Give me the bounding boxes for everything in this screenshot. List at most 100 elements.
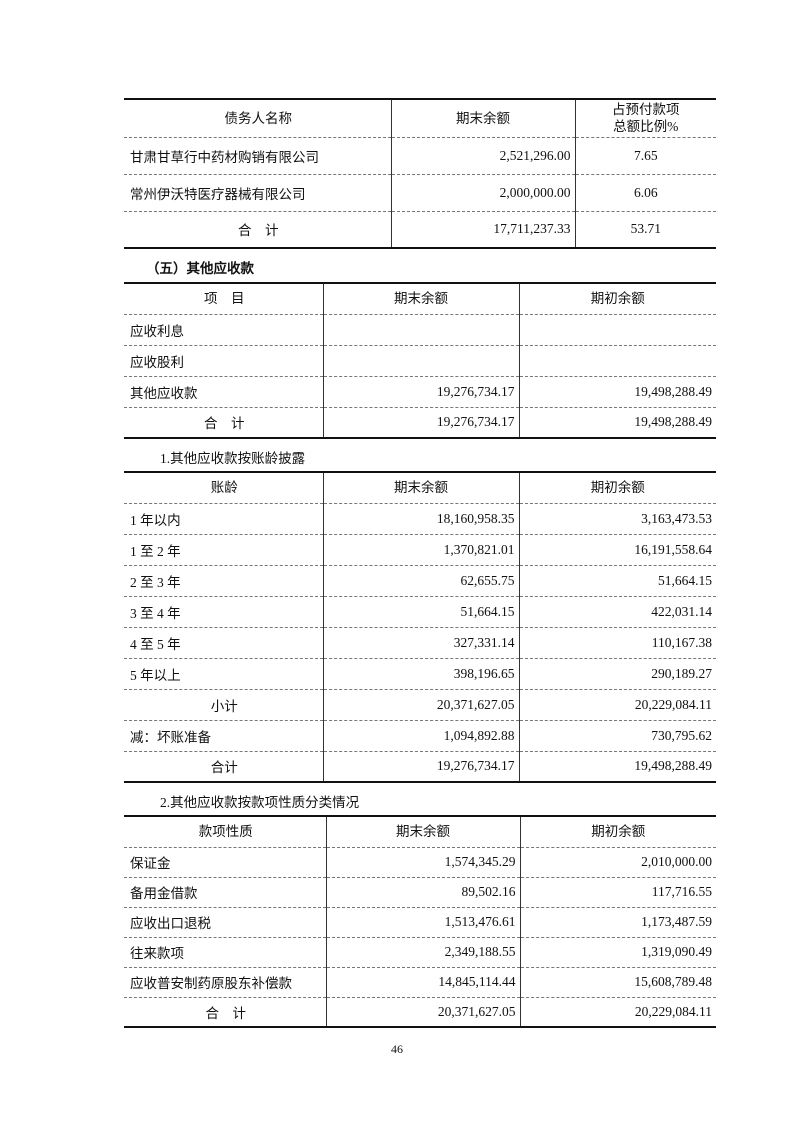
row-label: 合 计 <box>205 1005 247 1021</box>
column-header: 期末余额 <box>322 472 519 504</box>
cell-value: 110,167.38 <box>518 627 716 659</box>
header-row: 款项性质 期末余额 期初余额 <box>124 816 716 848</box>
table-row: 甘肃甘草行中药材购销有限公司 2,521,296.00 7.65 <box>124 137 716 175</box>
cell-value: 20,229,084.11 <box>518 689 716 721</box>
row-label: 1 年以内 <box>124 503 323 535</box>
cell-value: 2,000,000.00 <box>390 174 575 212</box>
table-row: 1 至 2 年 1,370,821.01 16,191,558.64 <box>124 534 716 566</box>
cell-value: 1,370,821.01 <box>322 534 519 566</box>
row-label: 应收利息 <box>124 314 323 346</box>
cell-value: 19,276,734.17 <box>322 751 519 782</box>
cell-value: 19,276,734.17 <box>322 376 519 408</box>
subheading-nature: 2.其他应收款按款项性质分类情况 <box>160 795 360 810</box>
column-header: 账龄 <box>124 472 323 504</box>
cell-value: 20,371,627.05 <box>322 689 519 721</box>
column-header: 债务人名称 <box>124 99 391 138</box>
table-row: 保证金 1,574,345.29 2,010,000.00 <box>124 847 716 878</box>
cell-value: 14,845,114.44 <box>325 967 520 998</box>
cell-value: 1,173,487.59 <box>519 907 716 938</box>
page-number: 46 <box>391 1042 403 1056</box>
cell-value: 53.71 <box>574 211 716 248</box>
row-label: 甘肃甘草行中药材购销有限公司 <box>124 137 391 175</box>
column-header: 期初余额 <box>518 472 716 504</box>
table-row: 1 年以内 18,160,958.35 3,163,473.53 <box>124 503 716 535</box>
header-row: 账龄 期末余额 期初余额 <box>124 472 716 504</box>
cell-value <box>322 314 519 346</box>
cell-value: 398,196.65 <box>322 658 519 690</box>
cell-value: 2,349,188.55 <box>325 937 520 968</box>
cell-value: 117,716.55 <box>519 877 716 908</box>
cell-value: 730,795.62 <box>518 720 716 752</box>
row-label: 其他应收款 <box>124 376 323 408</box>
row-label: 合 计 <box>238 223 279 239</box>
table-row: 4 至 5 年 327,331.14 110,167.38 <box>124 627 716 659</box>
cell-value: 16,191,558.64 <box>518 534 716 566</box>
table-row: 应收出口退税 1,513,476.61 1,173,487.59 <box>124 907 716 938</box>
table-row: 合计 19,276,734.17 19,498,288.49 <box>124 751 716 782</box>
cell-value: 422,031.14 <box>518 596 716 628</box>
cell-value: 2,521,296.00 <box>390 137 575 175</box>
column-header: 期末余额 <box>322 283 519 315</box>
cell-value <box>518 345 716 377</box>
cell-value: 20,371,627.05 <box>325 997 520 1027</box>
row-label: 应收出口退税 <box>124 907 326 938</box>
row-label: 2 至 3 年 <box>124 565 323 597</box>
cell-value <box>322 345 519 377</box>
row-label: 应收股利 <box>124 345 323 377</box>
nature-classification-table: 款项性质 期末余额 期初余额 保证金 1,574,345.29 2,010,000.00 备… <box>124 815 716 1028</box>
cell-value: 1,574,345.29 <box>325 847 520 878</box>
cell-value: 1,094,892.88 <box>322 720 519 752</box>
cell-value <box>518 314 716 346</box>
table-row: 其他应收款 19,276,734.17 19,498,288.49 <box>124 376 716 408</box>
table-row: 合 计 19,276,734.17 19,498,288.49 <box>124 407 716 438</box>
table-row: 减：坏账准备 1,094,892.88 730,795.62 <box>124 720 716 752</box>
row-label: 1 至 2 年 <box>124 534 323 566</box>
table-row: 2 至 3 年 62,655.75 51,664.15 <box>124 565 716 597</box>
cell-value: 19,498,288.49 <box>518 407 716 438</box>
cell-value: 17,711,237.33 <box>390 211 575 248</box>
column-header: 期初余额 <box>518 283 716 315</box>
section-title: （五）其他应收款 <box>146 261 254 276</box>
table-row: 应收利息 <box>124 314 716 346</box>
row-label: 3 至 4 年 <box>124 596 323 628</box>
column-header: 期末余额 <box>325 816 520 848</box>
cell-value: 1,319,090.49 <box>519 937 716 968</box>
row-label: 常州伊沃特医疗器械有限公司 <box>124 174 391 212</box>
table-row: 往来款项 2,349,188.55 1,319,090.49 <box>124 937 716 968</box>
row-label: 5 年以上 <box>124 658 323 690</box>
row-label: 减：坏账准备 <box>124 720 323 752</box>
column-header: 期末余额 <box>390 99 575 138</box>
table-row: 5 年以上 398,196.65 290,189.27 <box>124 658 716 690</box>
cell-value: 20,229,084.11 <box>519 997 716 1027</box>
column-header: 项 目 <box>124 283 323 315</box>
header-row: 债务人名称 期末余额 占预付款项 总额比例% <box>124 99 716 138</box>
table-row: 小计 20,371,627.05 20,229,084.11 <box>124 689 716 721</box>
table-row: 应收股利 <box>124 345 716 377</box>
cell-value: 7.65 <box>574 137 716 175</box>
table-row: 应收普安制药原股东补偿款 14,845,114.44 15,608,789.48 <box>124 967 716 998</box>
row-label: 合计 <box>210 760 238 776</box>
column-header: 期初余额 <box>519 816 716 848</box>
row-label: 4 至 5 年 <box>124 627 323 659</box>
cell-value: 89,502.16 <box>325 877 520 908</box>
cell-value: 15,608,789.48 <box>519 967 716 998</box>
cell-value: 18,160,958.35 <box>322 503 519 535</box>
table-row: 备用金借款 89,502.16 117,716.55 <box>124 877 716 908</box>
cell-value: 62,655.75 <box>322 565 519 597</box>
subheading-aging: 1.其他应收款按账龄披露 <box>160 451 306 466</box>
cell-value: 19,498,288.49 <box>518 376 716 408</box>
cell-value: 290,189.27 <box>518 658 716 690</box>
cell-value: 3,163,473.53 <box>518 503 716 535</box>
column-header: 占预付款项 总额比例% <box>574 99 716 138</box>
cell-value: 6.06 <box>574 174 716 212</box>
cell-value: 19,498,288.49 <box>518 751 716 782</box>
cell-value: 1,513,476.61 <box>325 907 520 938</box>
row-label: 往来款项 <box>124 937 326 968</box>
table-row: 3 至 4 年 51,664.15 422,031.14 <box>124 596 716 628</box>
column-header: 款项性质 <box>124 816 326 848</box>
row-label: 备用金借款 <box>124 877 326 908</box>
row-label: 合 计 <box>204 416 245 432</box>
prepayments-top-debtors-table: 债务人名称 期末余额 占预付款项 总额比例% 甘肃甘草行中药材购销有限公司 2,521,… <box>124 98 716 249</box>
table-row: 合 计 17,711,237.33 53.71 <box>124 211 716 248</box>
row-label: 小计 <box>124 689 323 721</box>
